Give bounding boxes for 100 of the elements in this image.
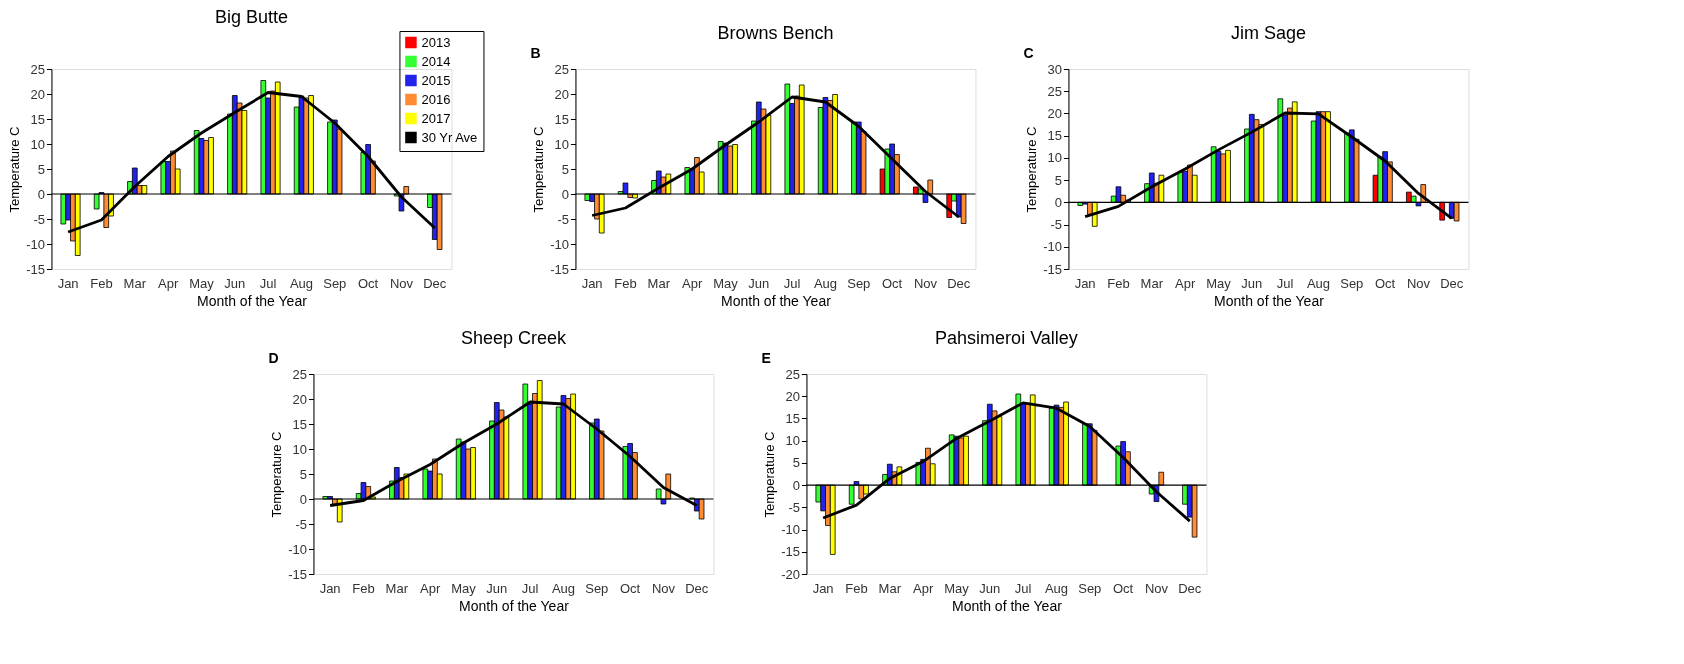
x-tick-label: Mar — [647, 275, 671, 291]
y-tick-label: 20 — [785, 388, 800, 404]
x-tick-label: Jan — [812, 580, 834, 596]
y-tick-label: -5 — [295, 516, 307, 532]
y-tick-label: 15 — [1047, 128, 1062, 144]
x-tick-label: Aug — [1306, 275, 1331, 291]
y-tick-label: 10 — [785, 433, 800, 449]
legend-label: 2017 — [421, 110, 451, 126]
y-tick-label: 0 — [37, 186, 45, 202]
text: C — [1023, 45, 1034, 61]
chart-title: Sheep Creek — [460, 328, 567, 348]
y-tick-label: 10 — [30, 136, 45, 152]
x-tick-label: Jun — [748, 275, 770, 291]
x-axis-title: Month of the Year — [721, 292, 832, 309]
y-tick-label: -15 — [1043, 261, 1062, 277]
y-tick-label: 0 — [792, 477, 800, 493]
chart-title: Jim Sage — [1230, 23, 1306, 43]
x-tick-label: Sep — [585, 580, 609, 596]
y-tick-label: 15 — [785, 410, 800, 426]
x-tick-label: Feb — [352, 580, 375, 596]
x-tick-label: Jun — [979, 580, 1001, 596]
y-tick-label: -15 — [550, 261, 569, 277]
x-tick-label: Jan — [319, 580, 341, 596]
x-tick-label: Aug — [1044, 580, 1069, 596]
y-tick-label: 25 — [1047, 83, 1062, 99]
y-tick-label: -15 — [781, 544, 800, 560]
x-tick-label: Nov — [651, 580, 676, 596]
x-tick-label: Mar — [385, 580, 409, 596]
x-tick-label: Apr — [158, 275, 179, 291]
y-tick-label: 20 — [554, 86, 569, 102]
y-tick-label: 10 — [554, 136, 569, 152]
x-tick-label: Jul — [783, 275, 801, 291]
legend-label: 2015 — [421, 72, 451, 88]
y-tick-label: 25 — [30, 61, 45, 77]
y-tick-label: 10 — [292, 441, 307, 457]
y-tick-label: -15 — [288, 566, 307, 582]
x-tick-label: May — [451, 580, 477, 596]
x-tick-label: Aug — [551, 580, 576, 596]
y-tick-label: 20 — [1047, 105, 1062, 121]
x-tick-label: May — [944, 580, 970, 596]
y-tick-label: 20 — [292, 391, 307, 407]
x-tick-label: Nov — [913, 275, 938, 291]
x-tick-label: Jan — [57, 275, 79, 291]
x-tick-label: May — [1206, 275, 1232, 291]
x-tick-label: Oct — [620, 580, 641, 596]
y-tick-label: 15 — [292, 416, 307, 432]
y-axis-title: Temperature C — [762, 431, 778, 518]
y-tick-label: 15 — [554, 111, 569, 127]
y-tick-label: 20 — [30, 86, 45, 102]
text: D — [268, 350, 279, 366]
x-tick-label: Dec — [947, 275, 971, 291]
chart-title: Big Butte — [214, 6, 288, 27]
y-tick-label: 10 — [1047, 150, 1062, 166]
y-tick-label: -10 — [1043, 239, 1062, 255]
x-tick-label: Jul — [1276, 275, 1294, 291]
x-tick-label: Sep — [1340, 275, 1364, 291]
x-tick-label: May — [713, 275, 739, 291]
x-tick-label: Aug — [289, 275, 314, 291]
x-tick-label: Nov — [1144, 580, 1169, 596]
text: E — [761, 350, 771, 366]
y-tick-label: 25 — [554, 61, 569, 77]
y-tick-label: -10 — [26, 236, 45, 252]
y-tick-label: -5 — [1050, 217, 1062, 233]
x-tick-label: Aug — [813, 275, 838, 291]
y-tick-label: -10 — [550, 236, 569, 252]
x-tick-label: Sep — [847, 275, 871, 291]
x-tick-label: Mar — [123, 275, 147, 291]
y-tick-label: 15 — [30, 111, 45, 127]
chart-title: Browns Bench — [717, 23, 834, 43]
x-tick-label: Apr — [1175, 275, 1196, 291]
x-tick-label: Feb — [90, 275, 113, 291]
y-axis-title: Temperature C — [7, 126, 23, 213]
legend-label: 2013 — [421, 34, 451, 50]
chart-title: Pahsimeroi Valley — [935, 328, 1078, 348]
x-tick-label: Dec — [1178, 580, 1202, 596]
legend-label: 2014 — [421, 53, 451, 69]
x-tick-label: Oct — [882, 275, 903, 291]
y-tick-label: 30 — [1047, 61, 1062, 77]
x-tick-label: Sep — [1078, 580, 1102, 596]
y-axis-title: Temperature C — [1024, 126, 1040, 213]
y-tick-label: 0 — [299, 491, 307, 507]
y-tick-label: 5 — [37, 161, 45, 177]
y-tick-label: 25 — [785, 366, 800, 382]
x-tick-label: Dec — [1440, 275, 1464, 291]
x-tick-label: Mar — [1140, 275, 1164, 291]
x-tick-label: Apr — [420, 580, 441, 596]
x-tick-label: Feb — [845, 580, 868, 596]
x-tick-label: Jul — [259, 275, 277, 291]
x-axis-title: Month of the Year — [197, 292, 308, 309]
y-tick-label: -5 — [33, 211, 45, 227]
legend-label: 30 Yr Ave — [421, 129, 478, 145]
y-tick-label: -20 — [781, 566, 800, 582]
y-axis-title: Temperature C — [269, 431, 285, 518]
x-tick-label: Jun — [224, 275, 246, 291]
x-tick-label: Nov — [389, 275, 414, 291]
x-tick-label: Mar — [878, 580, 902, 596]
x-tick-label: Feb — [1107, 275, 1130, 291]
x-axis-title: Month of the Year — [1214, 292, 1325, 309]
x-tick-label: Sep — [323, 275, 347, 291]
y-tick-label: 5 — [561, 161, 569, 177]
